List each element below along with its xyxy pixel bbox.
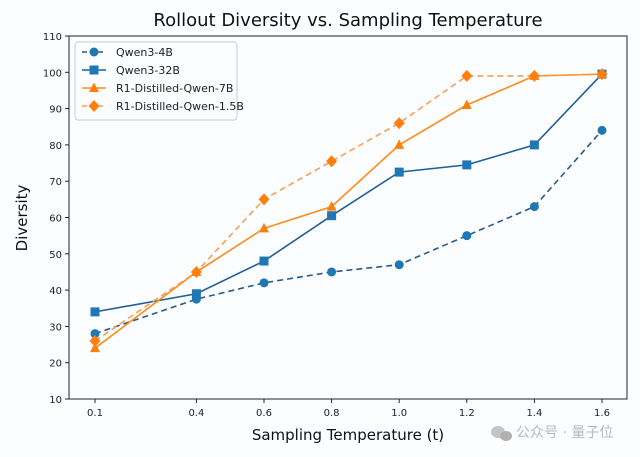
- data-point: [258, 193, 270, 206]
- series-line: [94, 73, 603, 313]
- data-point: [394, 167, 404, 177]
- y-tick-label: 100: [43, 68, 62, 79]
- data-point: [393, 117, 405, 130]
- y-tick-label: 70: [49, 177, 62, 188]
- legend-label: R1-Distilled-Qwen-1.5B: [116, 100, 244, 113]
- data-point: [529, 140, 539, 150]
- y-axis-label: Diversity: [13, 185, 31, 252]
- y-tick-label: 40: [49, 286, 62, 297]
- chart-title: Rollout Diversity vs. Sampling Temperatu…: [153, 10, 542, 31]
- data-point: [326, 201, 337, 211]
- x-tick-label: 1.6: [594, 408, 610, 419]
- series-group: [89, 68, 608, 353]
- y-tick-label: 30: [49, 322, 62, 333]
- data-point: [327, 267, 337, 277]
- series-line: [94, 129, 603, 335]
- legend: Qwen3-4B Qwen3-32B R1-Distilled-Qwen-7B R1-…: [74, 41, 244, 121]
- y-tick-label: 20: [49, 359, 62, 370]
- data-point: [90, 342, 100, 353]
- series-line: [94, 73, 603, 342]
- data-point: [462, 160, 472, 170]
- series-r1-distilled-qwen-1-5b: [89, 68, 608, 347]
- x-tick-label: 0.8: [324, 408, 340, 419]
- data-point: [327, 211, 337, 221]
- legend-label: R1-Distilled-Qwen-7B: [116, 82, 233, 95]
- data-point: [191, 289, 201, 299]
- series-line: [94, 73, 603, 349]
- y-tick-label: 110: [43, 32, 62, 43]
- data-point: [462, 231, 472, 241]
- series-qwen3-4b: [90, 125, 607, 339]
- x-axis: 0.1 0.4 0.6 0.8 1.0 1.2 1.4 1.6: [87, 399, 610, 419]
- y-tick-label: 90: [49, 105, 62, 116]
- x-tick-label: 0.6: [256, 408, 272, 419]
- wechat-icon: [491, 426, 512, 441]
- y-tick-label: 10: [49, 395, 62, 406]
- data-point: [326, 155, 338, 168]
- plot-frame: [68, 35, 628, 400]
- data-point: [89, 82, 99, 92]
- data-point: [394, 260, 404, 270]
- data-point: [461, 99, 472, 109]
- x-tick-label: 0.4: [188, 408, 204, 419]
- data-point: [89, 65, 99, 75]
- data-point: [597, 125, 607, 135]
- x-tick-label: 1.0: [391, 408, 407, 419]
- data-point: [90, 329, 100, 339]
- x-axis-label: Sampling Temperature (t): [252, 426, 444, 444]
- data-point: [89, 334, 101, 347]
- legend-label: Qwen3-4B: [116, 46, 173, 59]
- data-point: [529, 202, 539, 212]
- data-point: [259, 222, 269, 233]
- x-tick-label: 1.2: [459, 408, 475, 419]
- x-tick-label: 0.1: [87, 408, 103, 419]
- data-point: [394, 139, 405, 149]
- data-point: [528, 69, 540, 82]
- data-point: [461, 69, 473, 82]
- legend-label: Qwen3-32B: [116, 64, 180, 77]
- x-tick-label: 1.4: [526, 408, 542, 419]
- y-tick-label: 60: [49, 214, 62, 225]
- data-point: [259, 256, 269, 266]
- watermark-text: 公众号 · 量子位: [516, 425, 613, 441]
- y-tick-label: 50: [49, 250, 62, 261]
- data-point: [596, 68, 608, 81]
- data-point: [90, 307, 100, 317]
- y-axis: 10 20 30 40 50 60 70 80 90 100 110: [43, 32, 69, 406]
- data-point: [190, 265, 202, 278]
- legend-box: [74, 41, 238, 121]
- data-point: [259, 278, 269, 288]
- y-tick-label: 80: [49, 141, 62, 152]
- watermark: 公众号 · 量子位: [491, 425, 613, 441]
- data-point: [88, 100, 100, 112]
- data-point: [89, 47, 99, 57]
